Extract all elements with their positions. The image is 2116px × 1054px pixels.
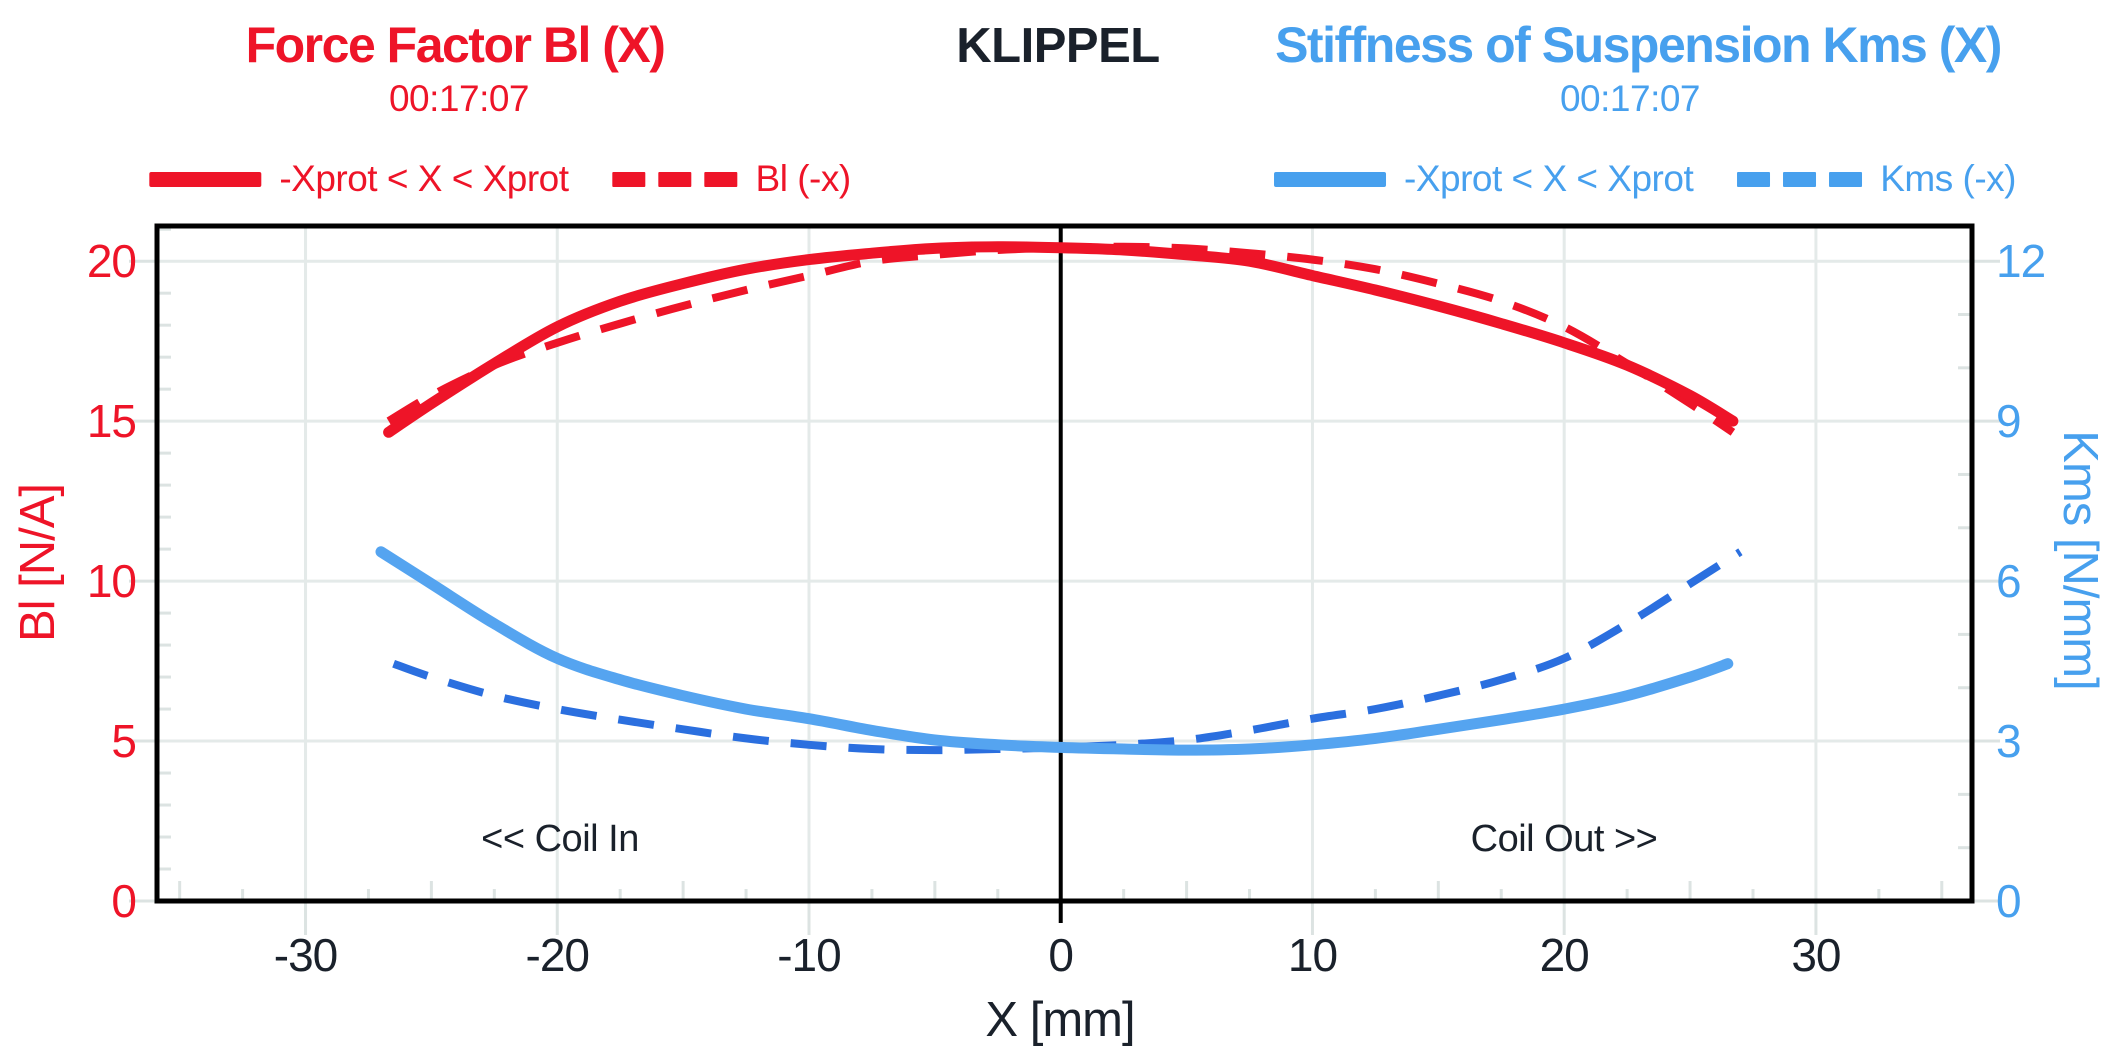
coil-out-annotation: Coil Out >>: [1470, 818, 1658, 860]
y-right-tick-label: 12: [1996, 235, 2046, 288]
y-left-tick-label: 20: [86, 235, 137, 288]
y-left-axis-title: Bl [N/A]: [11, 483, 65, 643]
legend-kms: -Xprot < X < Xprot Kms (-x): [1274, 158, 2016, 200]
left-chart-title: Force Factor Bl (X): [245, 17, 666, 73]
y-left-tick-label: 15: [86, 395, 137, 448]
kms-mirror-curve: [392, 548, 1743, 755]
bl-dashed-swatch: [612, 171, 738, 187]
x-axis-title: X [mm]: [985, 993, 1135, 1047]
plot-border: [154, 223, 1975, 904]
x-tick-label: -20: [525, 929, 590, 981]
y-right-tick-label: 9: [1996, 395, 2022, 448]
bl-curve: [383, 241, 1739, 438]
y-left-tick-label: 0: [111, 875, 137, 927]
y-right-tick-label: 3: [1996, 715, 2022, 768]
y-right-axis-title: Kms [N/mm]: [2053, 430, 2107, 690]
x-tick-label: 10: [1287, 929, 1338, 981]
x-tick-label: -10: [777, 929, 841, 981]
bl-solid-label: -Xprot < X < Xprot: [279, 158, 569, 199]
y-left-tick-label: 10: [86, 555, 137, 608]
bl-dashed-label: Bl (-x): [755, 158, 852, 199]
y-right-tick-label: 6: [1996, 555, 2022, 608]
gridlines: [157, 226, 1972, 901]
bl-solid-swatch: [149, 171, 262, 187]
kms-solid-swatch: [1274, 171, 1387, 187]
right-chart-title: Stiffness of Suspension Kms (X): [1275, 17, 2002, 73]
kms-solid-label: -Xprot < X < Xprot: [1404, 158, 1694, 199]
kms-curve: [375, 546, 1734, 756]
left-chart-subtitle: 00:17:07: [388, 78, 530, 119]
x-tick-label: 20: [1539, 929, 1590, 981]
kms-dashed-swatch: [1737, 171, 1863, 187]
klippel-logo-text: KLIPPEL: [956, 19, 1160, 73]
x-tick-label: -30: [273, 929, 338, 981]
kms-dashed-label: Kms (-x): [1880, 158, 2016, 199]
x-tick-label: 0: [1048, 929, 1074, 981]
coil-in-annotation: << Coil In: [481, 818, 639, 860]
y-right-tick-label: 0: [1996, 875, 2022, 927]
x-tick-label: 30: [1791, 929, 1841, 981]
right-chart-subtitle: 00:17:07: [1559, 78, 1701, 119]
y-left-tick-label: 5: [111, 715, 137, 768]
legend-bl: -Xprot < X < Xprot Bl (-x): [149, 158, 852, 200]
